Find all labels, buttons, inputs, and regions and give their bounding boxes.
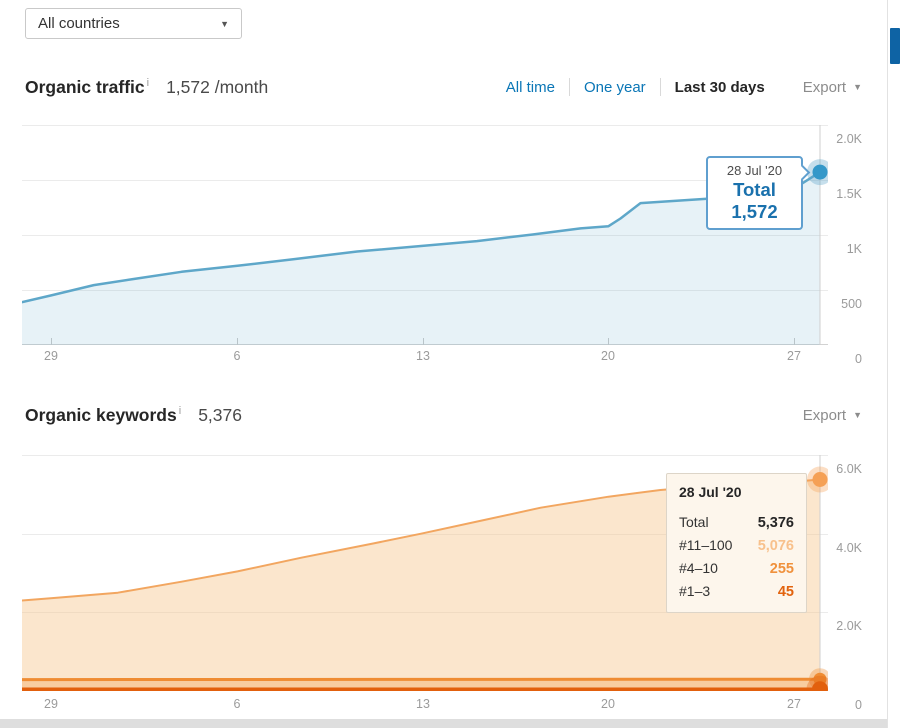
tooltip-row: #11–100 5,076 bbox=[679, 537, 794, 554]
tooltip-row: #4–10 255 bbox=[679, 560, 794, 577]
traffic-x-axis-labels: 29 6 13 20 27 bbox=[44, 349, 801, 363]
chevron-down-icon: ▼ bbox=[220, 18, 229, 29]
keywords-area-chart bbox=[22, 455, 828, 691]
vertical-scrollbar[interactable] bbox=[887, 0, 900, 728]
keywords-header: Organic keywords i 5,376 Export ▼ bbox=[25, 401, 862, 429]
chevron-down-icon: ▼ bbox=[853, 82, 862, 92]
range-tab-all-time[interactable]: All time bbox=[505, 78, 555, 96]
tooltip-date: 28 Jul '20 bbox=[679, 484, 742, 500]
keywords-chart[interactable] bbox=[22, 455, 828, 691]
traffic-tooltip: 28 Jul '20 Total 1,572 bbox=[706, 156, 811, 230]
vertical-scrollbar-thumb[interactable] bbox=[890, 28, 900, 64]
divider bbox=[568, 78, 570, 96]
tooltip-total: Total 1,572 bbox=[731, 179, 778, 222]
tooltip-date: 28 Jul '20 bbox=[726, 163, 783, 178]
horizontal-scrollbar[interactable] bbox=[0, 719, 887, 728]
traffic-header: Organic traffic i 1,572 /month All time O… bbox=[25, 73, 862, 101]
keywords-value: 5,376 bbox=[198, 404, 242, 425]
keywords-export-button[interactable]: Export ▼ bbox=[802, 406, 862, 424]
keywords-x-axis-labels: 29 6 13 20 27 bbox=[44, 697, 801, 711]
keywords-tooltip-rows: Total 5,376 #11–100 5,076 #4–10 255 #1–3 45 bbox=[679, 511, 794, 603]
chevron-down-icon: ▼ bbox=[853, 410, 862, 420]
keywords-title: Organic keywords i bbox=[25, 404, 182, 425]
keywords-tooltip: 28 Jul '20 Total 5,376 #11–100 5,076 #4–10 25… bbox=[666, 473, 807, 613]
tooltip-row: Total 5,376 bbox=[679, 514, 794, 531]
divider bbox=[659, 78, 661, 96]
info-icon[interactable]: i bbox=[178, 404, 182, 417]
traffic-export-button[interactable]: Export ▼ bbox=[802, 78, 862, 96]
range-tab-last-30-days[interactable]: Last 30 days bbox=[674, 78, 765, 96]
country-filter-dropdown[interactable]: All countries ▼ bbox=[25, 8, 242, 39]
traffic-y-axis-labels: 2.0K 1.5K 1K 500 0 bbox=[836, 132, 862, 366]
traffic-value: 1,572 /month bbox=[166, 76, 269, 97]
keywords-y-axis-labels: 6.0K 4.0K 2.0K 0 bbox=[836, 462, 862, 712]
country-filter-value: All countries bbox=[38, 15, 120, 32]
traffic-title: Organic traffic i bbox=[25, 76, 150, 97]
traffic-gridlines bbox=[22, 125, 828, 345]
info-icon[interactable]: i bbox=[146, 76, 150, 89]
tooltip-row: #1–3 45 bbox=[679, 583, 794, 600]
range-tab-one-year[interactable]: One year bbox=[583, 78, 646, 96]
